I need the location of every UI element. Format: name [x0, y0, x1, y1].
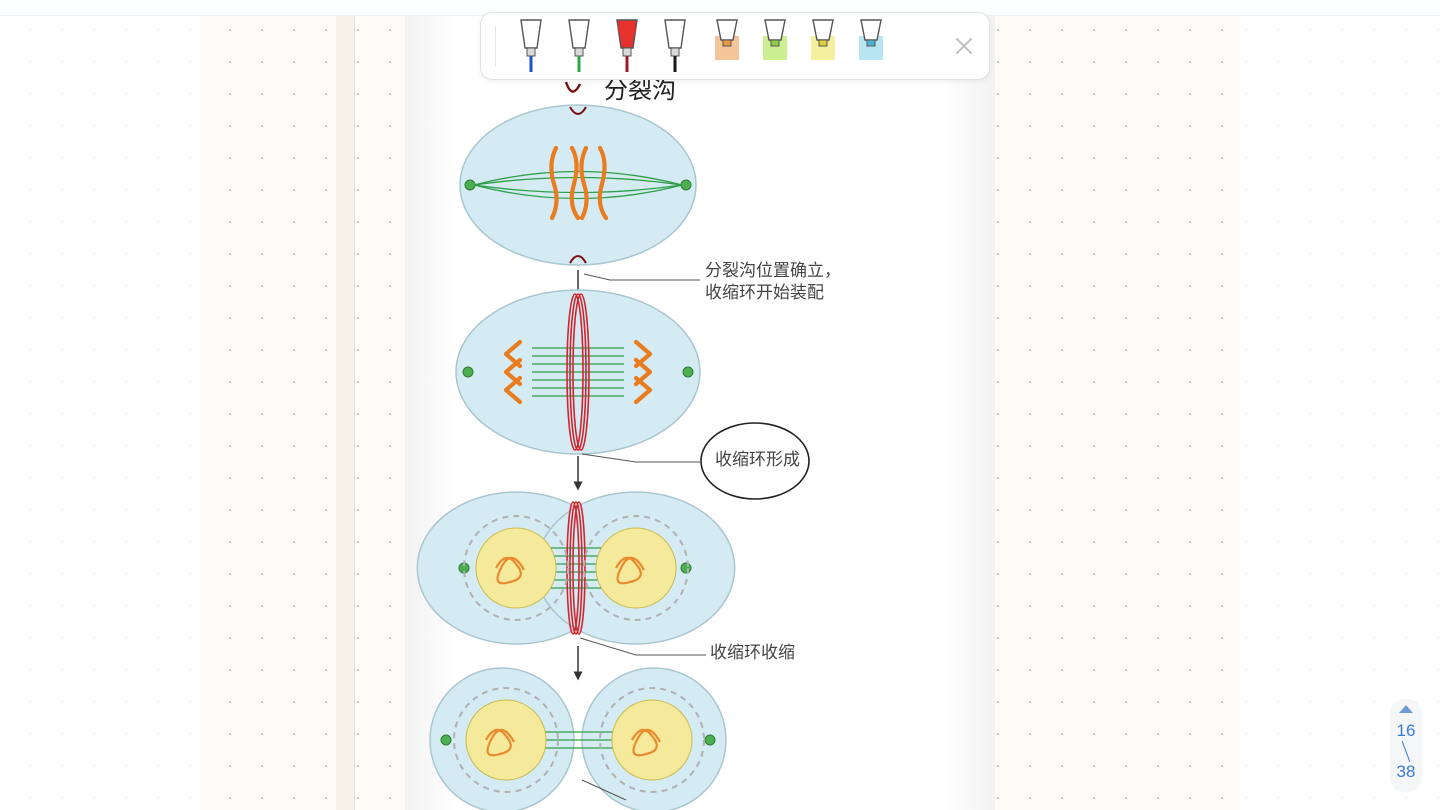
- toolbar-divider: [495, 26, 496, 66]
- tool-hl-cyan[interactable]: [854, 18, 888, 74]
- tool-pen-black[interactable]: [658, 18, 692, 74]
- page-total: 38: [1397, 762, 1416, 782]
- shadow-right: [943, 0, 995, 810]
- tool-hl-lime[interactable]: [758, 18, 792, 74]
- spine: [336, 0, 355, 810]
- page-counter[interactable]: 16 38: [1390, 699, 1422, 792]
- shadow-left: [405, 0, 457, 810]
- close-icon[interactable]: [953, 35, 975, 57]
- tool-pen-red[interactable]: [610, 18, 644, 74]
- page-current: 16: [1397, 721, 1416, 741]
- page-slash: [1402, 741, 1410, 762]
- content-panel: [405, 0, 995, 810]
- tool-hl-orange[interactable]: [710, 18, 744, 74]
- tool-pen-green[interactable]: [562, 18, 596, 74]
- tool-pen-blue[interactable]: [514, 18, 548, 74]
- tool-hl-yellow[interactable]: [806, 18, 840, 74]
- pen-toolbar: [480, 12, 990, 80]
- chevron-up-icon[interactable]: [1399, 705, 1413, 713]
